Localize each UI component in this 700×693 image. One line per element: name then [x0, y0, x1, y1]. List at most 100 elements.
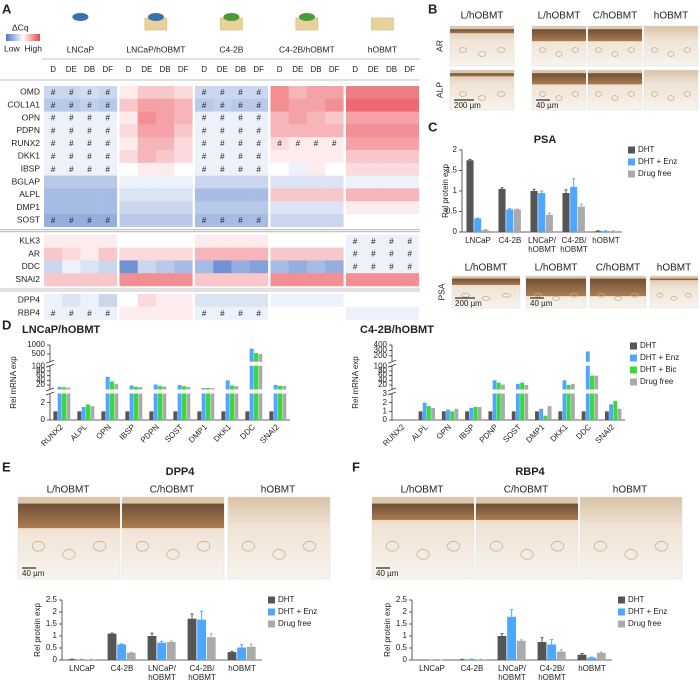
bar — [441, 411, 446, 420]
bar — [602, 231, 610, 232]
image-label: L/hOBMT — [535, 263, 578, 274]
y-tick-label: 1 — [403, 631, 408, 640]
bar — [543, 415, 548, 420]
heatmap-cell — [62, 260, 81, 274]
heatmap-cell — [306, 214, 326, 228]
legend-label: DHT — [638, 145, 655, 154]
axis-break — [46, 389, 290, 394]
heatmap-cell — [62, 188, 81, 202]
heatmap-cell — [364, 273, 383, 287]
heatmap-cell — [364, 98, 383, 112]
heatmap-cell — [155, 306, 175, 320]
micrograph — [227, 496, 331, 580]
legend-label: DHT — [640, 341, 657, 350]
heatmap-cell — [306, 247, 326, 261]
heatmap-cell — [288, 98, 308, 112]
tissue-cell — [655, 540, 669, 552]
bar — [477, 407, 482, 420]
image-label: C/hOBMT — [504, 485, 548, 496]
chart-title: RBP4 — [515, 466, 545, 478]
break-mark — [387, 359, 397, 364]
heatmap-cell — [231, 247, 250, 261]
x-tick-label: DKK1 — [212, 422, 234, 444]
y-axis-label: Rel protein exp — [33, 603, 42, 657]
significance-mark: # — [105, 152, 110, 161]
bar — [158, 386, 162, 420]
subcolumn-label: D — [126, 65, 132, 74]
bar — [186, 386, 191, 420]
bar — [496, 382, 501, 420]
legend-swatch — [628, 170, 635, 178]
heatmap-cell — [62, 214, 81, 228]
y-tick-label: 0 — [403, 655, 408, 664]
heatmap-cell — [137, 306, 157, 320]
heatmap-cell — [288, 260, 308, 274]
y-tick-label: 20 — [36, 380, 45, 389]
heatmap-cell — [80, 137, 99, 151]
bar — [418, 411, 423, 420]
x-tick-label: LNCaP — [419, 664, 445, 673]
heatmap-cell — [382, 294, 401, 308]
break-mark — [45, 387, 55, 392]
heatmap-cell — [174, 175, 193, 189]
row-label: SNAI2 — [15, 274, 40, 284]
tissue-cell — [447, 540, 461, 552]
heatmap-cell — [306, 150, 326, 164]
heatmap-cell — [382, 260, 401, 274]
heatmap-cell — [213, 273, 232, 287]
heatmap-cell — [119, 111, 138, 125]
row-label: DKK1 — [18, 151, 40, 161]
image-label: hOBMT — [654, 11, 688, 22]
heatmap-cell — [325, 137, 344, 151]
panel-label: B — [428, 1, 437, 16]
heatmap-cell — [44, 98, 63, 112]
tissue-cell — [272, 549, 286, 560]
heatmap-cell — [382, 188, 401, 202]
heatmap-cell — [195, 137, 214, 151]
heatmap-cell — [325, 175, 344, 189]
heatmap-cell — [195, 201, 214, 215]
subcolumn-label: DB — [159, 65, 170, 74]
heatmap-cell — [195, 124, 214, 138]
heatmap-cell — [306, 111, 326, 125]
heatmap-cell — [155, 201, 175, 215]
heatmap-cell — [364, 201, 383, 215]
axis-break — [46, 361, 290, 366]
bar — [594, 375, 599, 420]
heatmap-cell — [306, 162, 326, 176]
tissue-cell — [555, 51, 563, 57]
bar — [450, 411, 455, 420]
scale-bar-label: 200 µm — [455, 299, 482, 308]
heatmap-cell — [44, 111, 63, 125]
heatmap-cell — [155, 162, 175, 176]
heatmap-cell — [346, 98, 365, 112]
heatmap-cell — [155, 260, 175, 274]
significance-mark: # — [220, 126, 225, 135]
legend-label: Drug free — [278, 619, 312, 628]
row-label: DPP4 — [18, 295, 40, 305]
bar — [138, 387, 143, 420]
tissue-cell — [631, 292, 639, 298]
y-tick-label: 500 — [32, 349, 46, 358]
heatmap-cell — [174, 247, 193, 261]
tissue-cell — [539, 47, 547, 53]
heatmap-cell — [80, 306, 99, 320]
bar — [177, 385, 182, 420]
x-tick-label: PDPN — [139, 422, 161, 444]
bar — [473, 407, 478, 420]
heatmap-cell — [270, 86, 289, 100]
heatmap-cell — [400, 294, 420, 308]
heatmap-cell — [119, 273, 138, 287]
heatmap-cell — [400, 273, 420, 287]
heatmap-cell — [249, 188, 269, 202]
tissue-cell — [461, 292, 471, 298]
tissue-cell — [497, 91, 506, 97]
heatmap-cell — [270, 294, 289, 308]
heatmap-cell — [249, 124, 269, 138]
heatmap-cell — [231, 294, 250, 308]
heatmap-cell — [119, 214, 138, 228]
bar — [570, 383, 575, 420]
image-label: C/hOBMT — [593, 11, 637, 22]
heatmap-cell — [249, 306, 269, 320]
